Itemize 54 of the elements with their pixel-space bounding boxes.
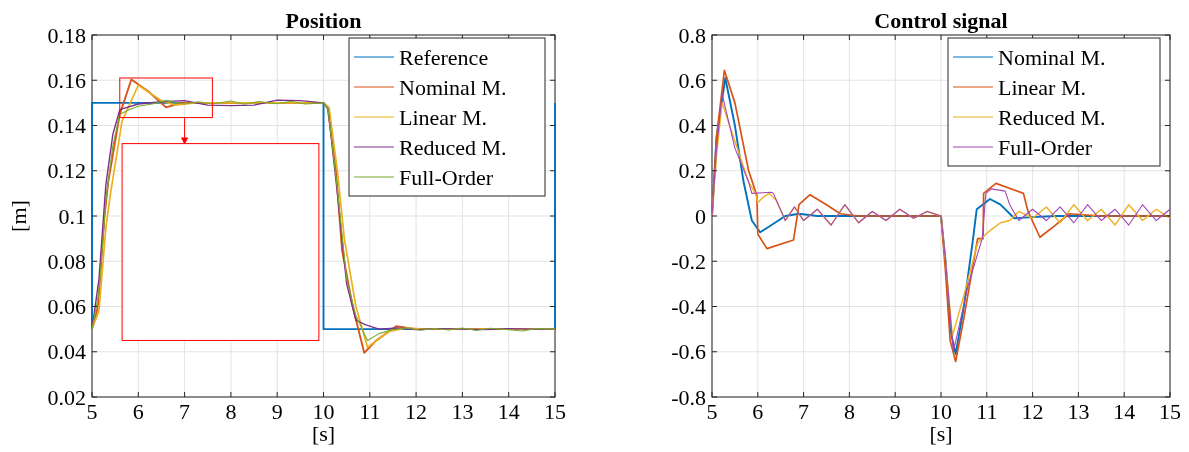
- legend-label: Reduced M.: [998, 104, 1106, 130]
- y-axis-title: [m]: [6, 200, 31, 232]
- y-tick-label: 0.6: [678, 67, 706, 93]
- y-tick-label: -0.6: [671, 339, 706, 365]
- y-tick-label: 0: [695, 203, 706, 229]
- y-tick-label: 0.4: [678, 113, 706, 139]
- x-tick-label: 6: [752, 399, 764, 424]
- y-tick-label: 0.12: [47, 158, 86, 184]
- x-tick-label: 10: [312, 399, 335, 424]
- y-tick-label: 0.18: [47, 22, 86, 48]
- x-tick-label: 10: [930, 399, 952, 424]
- x-tick-label: 13: [451, 399, 474, 424]
- y-tick-label: 0.14: [47, 113, 86, 139]
- legend-label: Reference: [399, 44, 489, 70]
- x-tick-label: 9: [889, 399, 901, 424]
- y-tick-label: 0.02: [47, 384, 86, 410]
- legend-label: Nominal M.: [399, 74, 507, 100]
- x-axis-title: [s]: [929, 421, 953, 446]
- x-tick-label: 14: [1113, 399, 1136, 424]
- y-tick-label: 0.8: [678, 22, 706, 48]
- x-tick-label: 5: [86, 399, 98, 424]
- y-tick-label: 0.2: [678, 158, 706, 184]
- x-tick-label: 9: [271, 399, 283, 424]
- chart-title: Control signal: [874, 8, 1008, 33]
- y-tick-label: 0.08: [47, 248, 86, 274]
- legend-label: Full-Order: [399, 164, 494, 190]
- y-tick-label: -0.8: [671, 384, 706, 410]
- x-tick-label: 12: [405, 399, 428, 424]
- x-tick-label: 5: [706, 399, 718, 424]
- x-tick-label: 11: [976, 399, 998, 424]
- y-tick-label: 0.16: [47, 67, 86, 93]
- legend-label: Nominal M.: [998, 44, 1106, 70]
- x-tick-label: 8: [843, 399, 855, 424]
- legend-label: Reduced M.: [399, 134, 507, 160]
- x-tick-label: 14: [497, 399, 520, 424]
- y-tick-label: -0.4: [671, 294, 706, 320]
- x-tick-label: 6: [132, 399, 144, 424]
- y-tick-label: 0.06: [47, 294, 86, 320]
- chart-title: Position: [285, 8, 362, 33]
- legend-label: Linear M.: [399, 104, 487, 130]
- x-tick-label: 7: [179, 399, 191, 424]
- x-tick-label: 7: [798, 399, 810, 424]
- x-tick-label: 15: [544, 399, 566, 424]
- y-tick-label: 0.1: [58, 203, 86, 229]
- legend-label: Full-Order: [998, 134, 1093, 160]
- x-tick-label: 12: [1021, 399, 1044, 424]
- x-axis-title: [s]: [311, 421, 336, 446]
- y-tick-label: 0.04: [47, 339, 86, 365]
- x-tick-label: 13: [1067, 399, 1090, 424]
- x-tick-label: 11: [359, 399, 381, 424]
- legend-label: Linear M.: [998, 74, 1086, 100]
- x-tick-label: 15: [1159, 399, 1181, 424]
- x-tick-label: 8: [225, 399, 237, 424]
- y-tick-label: -0.2: [671, 248, 706, 274]
